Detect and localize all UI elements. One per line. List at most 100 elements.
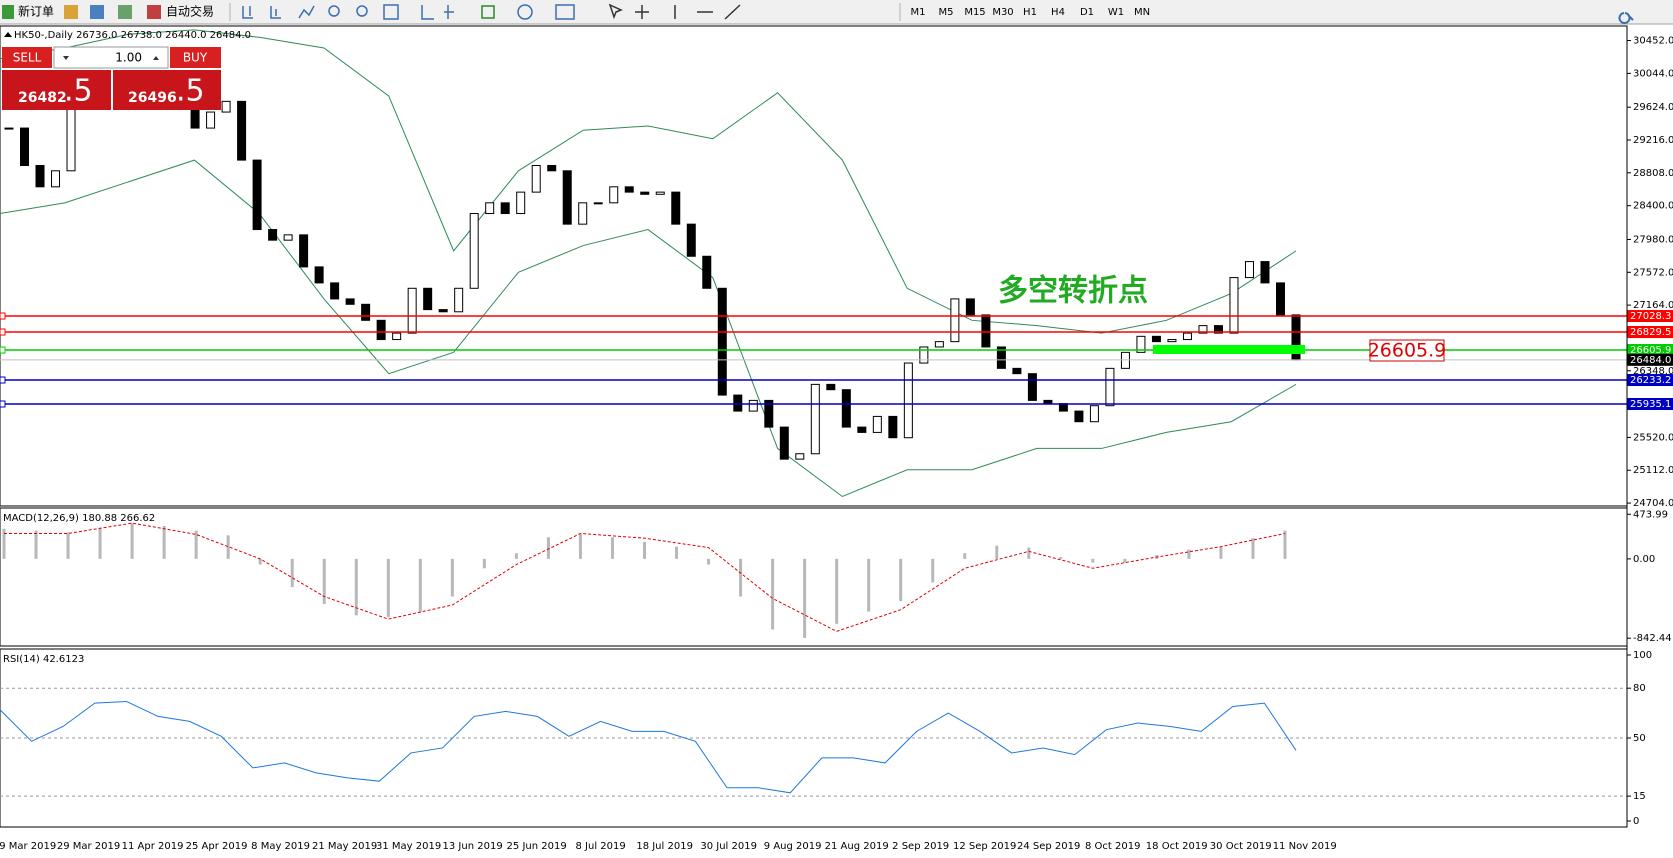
- bid-price[interactable]: 26482: [18, 90, 67, 106]
- icon[interactable]: [298, 5, 315, 19]
- tool-icons[interactable]: [242, 3, 741, 20]
- candle: [1120, 351, 1130, 369]
- volume-up[interactable]: [153, 56, 159, 60]
- buy-button[interactable]: [170, 47, 221, 68]
- macd-bar: [1219, 546, 1223, 559]
- macd-title: MACD(12,26,9) 180.88 266.62: [3, 513, 155, 524]
- auto-trade-icon[interactable]: [147, 5, 161, 19]
- buy-label[interactable]: BUY: [183, 51, 208, 65]
- icon[interactable]: [242, 6, 253, 19]
- timeframe[interactable]: M1: [911, 7, 926, 18]
- timeframe[interactable]: D1: [1080, 7, 1094, 18]
- auto-trade[interactable]: 自动交易: [166, 4, 214, 19]
- new-order[interactable]: 新订单: [18, 4, 54, 19]
- macd-bar: [418, 558, 422, 612]
- candle: [547, 164, 557, 172]
- candle: [423, 287, 433, 311]
- level-handle: [0, 312, 6, 320]
- icon[interactable]: [90, 5, 104, 19]
- candle: [361, 303, 371, 321]
- volume-down[interactable]: [63, 56, 69, 60]
- sell-label[interactable]: SELL: [13, 51, 42, 65]
- buy-price-box[interactable]: [113, 70, 221, 110]
- timeframe[interactable]: M5: [939, 7, 954, 18]
- volume-box[interactable]: [53, 46, 169, 69]
- macd-bar: [643, 541, 646, 559]
- draw-tools[interactable]: [674, 4, 741, 20]
- icon[interactable]: [118, 5, 132, 19]
- icon[interactable]: [270, 6, 281, 19]
- sell-price-box[interactable]: [2, 70, 111, 110]
- zoom-in[interactable]: [328, 5, 340, 17]
- crosshair[interactable]: [635, 5, 649, 19]
- macd-bar: [290, 558, 294, 588]
- periods[interactable]: [517, 4, 533, 20]
- new-order-icon[interactable]: [2, 5, 14, 19]
- bid-fraction[interactable]: .5: [64, 74, 93, 109]
- candle: [841, 389, 851, 428]
- timeframe[interactable]: M30: [992, 7, 1013, 18]
- y-tick-label: 30452.0: [1633, 36, 1673, 47]
- macd-bar: [771, 558, 775, 630]
- macd-bar: [1027, 547, 1031, 559]
- macd-bar: [578, 533, 582, 559]
- macd-bar: [803, 558, 807, 638]
- candle: [919, 346, 929, 364]
- candle: [934, 341, 944, 348]
- candle: [345, 298, 355, 305]
- x-tick-label: 18 Jul 2019: [636, 841, 693, 852]
- tile[interactable]: [383, 4, 399, 20]
- candle: [686, 223, 696, 257]
- candle: [206, 111, 216, 129]
- search[interactable]: [1618, 12, 1634, 24]
- candle: [299, 234, 309, 268]
- candle: [671, 191, 681, 225]
- candle: [268, 229, 278, 241]
- level-tag: [1627, 374, 1673, 387]
- candle: [733, 394, 743, 412]
- level-handle: [0, 400, 6, 408]
- candle: [4, 127, 14, 130]
- x-tick-label: 8 Oct 2019: [1085, 841, 1140, 852]
- x-tick-label: 29 Mar 2019: [57, 841, 120, 852]
- timeframe[interactable]: H1: [1023, 7, 1037, 18]
- cursor[interactable]: [608, 3, 623, 20]
- level-handle: [0, 346, 6, 354]
- y-tick-label: -842.44: [1633, 633, 1672, 644]
- x-tick-label: 8 Jul 2019: [576, 841, 626, 852]
- candle: [314, 266, 324, 284]
- candle: [35, 164, 45, 188]
- macd-bar: [226, 535, 230, 559]
- timeframe[interactable]: H4: [1051, 7, 1065, 18]
- candle: [1198, 325, 1208, 334]
- candle: [330, 282, 340, 300]
- icon[interactable]: [64, 5, 78, 19]
- volume[interactable]: 1.00: [115, 51, 142, 65]
- sell-button[interactable]: [2, 47, 52, 68]
- candle: [376, 319, 386, 341]
- macd-bar: [2, 528, 6, 559]
- y-tick-label: 24704.0: [1633, 498, 1673, 509]
- timeframe[interactable]: W1: [1108, 7, 1124, 18]
- ask-price[interactable]: 26496: [128, 90, 177, 106]
- indicators[interactable]: [481, 5, 495, 19]
- templates[interactable]: [555, 4, 575, 20]
- chart-title: HK50-,Daily 26736.0 26738.0 26440.0 2648…: [14, 30, 251, 41]
- collapse-arrow[interactable]: [4, 32, 12, 37]
- bid-tag: [1627, 353, 1673, 366]
- timeframe[interactable]: MN: [1134, 7, 1150, 18]
- candle: [1275, 282, 1285, 316]
- y-tick-label: 15: [1633, 791, 1646, 802]
- macd-bar: [66, 532, 70, 559]
- x-tick-label: 9 Aug 2019: [764, 841, 822, 852]
- macd-bar: [322, 558, 326, 605]
- ask-fraction[interactable]: .5: [176, 74, 205, 109]
- macd-bar: [1187, 549, 1191, 559]
- y-tick-label: 25112.0: [1633, 465, 1673, 476]
- candle: [609, 186, 619, 204]
- timeframe[interactable]: M15: [964, 7, 985, 18]
- zoom-out[interactable]: [356, 5, 368, 17]
- macd-bar: [931, 558, 935, 583]
- icon[interactable]: [421, 5, 454, 20]
- highlight-bar: [1153, 345, 1305, 354]
